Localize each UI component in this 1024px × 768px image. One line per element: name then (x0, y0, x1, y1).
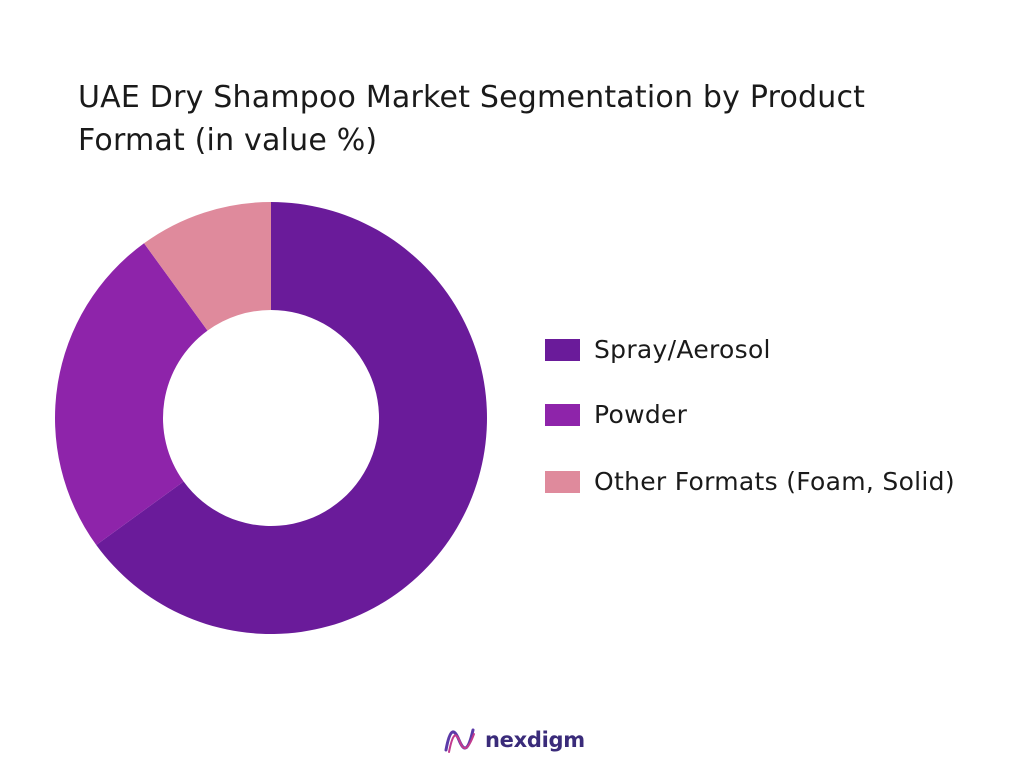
legend-label-other-formats: Other Formats (Foam, Solid) (594, 467, 955, 496)
donut-chart (54, 202, 488, 634)
legend-label-spray-aerosol: Spray/Aerosol (594, 335, 771, 364)
legend-item-other-formats: Other Formats (Foam, Solid) (545, 464, 955, 500)
legend-swatch-other-formats (545, 471, 580, 493)
legend-item-spray-aerosol: Spray/Aerosol (545, 332, 955, 368)
donut-slice-spray-aerosol (96, 202, 488, 634)
chart-title-line2: Format (in value %) (78, 123, 378, 158)
legend: Spray/Aerosol Powder Other Formats (Foam… (545, 332, 955, 529)
legend-swatch-powder (545, 404, 580, 426)
chart-title: UAE Dry Shampoo Market Segmentation by P… (78, 76, 978, 162)
legend-item-powder: Powder (545, 397, 955, 433)
legend-swatch-spray-aerosol (545, 339, 580, 361)
legend-label-powder: Powder (594, 400, 688, 429)
chart-title-line1: UAE Dry Shampoo Market Segmentation by P… (78, 80, 866, 115)
brand-name: nexdigm (485, 728, 585, 752)
donut-slice-other-formats (144, 202, 271, 331)
brand-logo: nexdigm (443, 724, 585, 756)
donut-slice-powder (54, 243, 208, 545)
nexdigm-logo-icon (444, 728, 475, 753)
